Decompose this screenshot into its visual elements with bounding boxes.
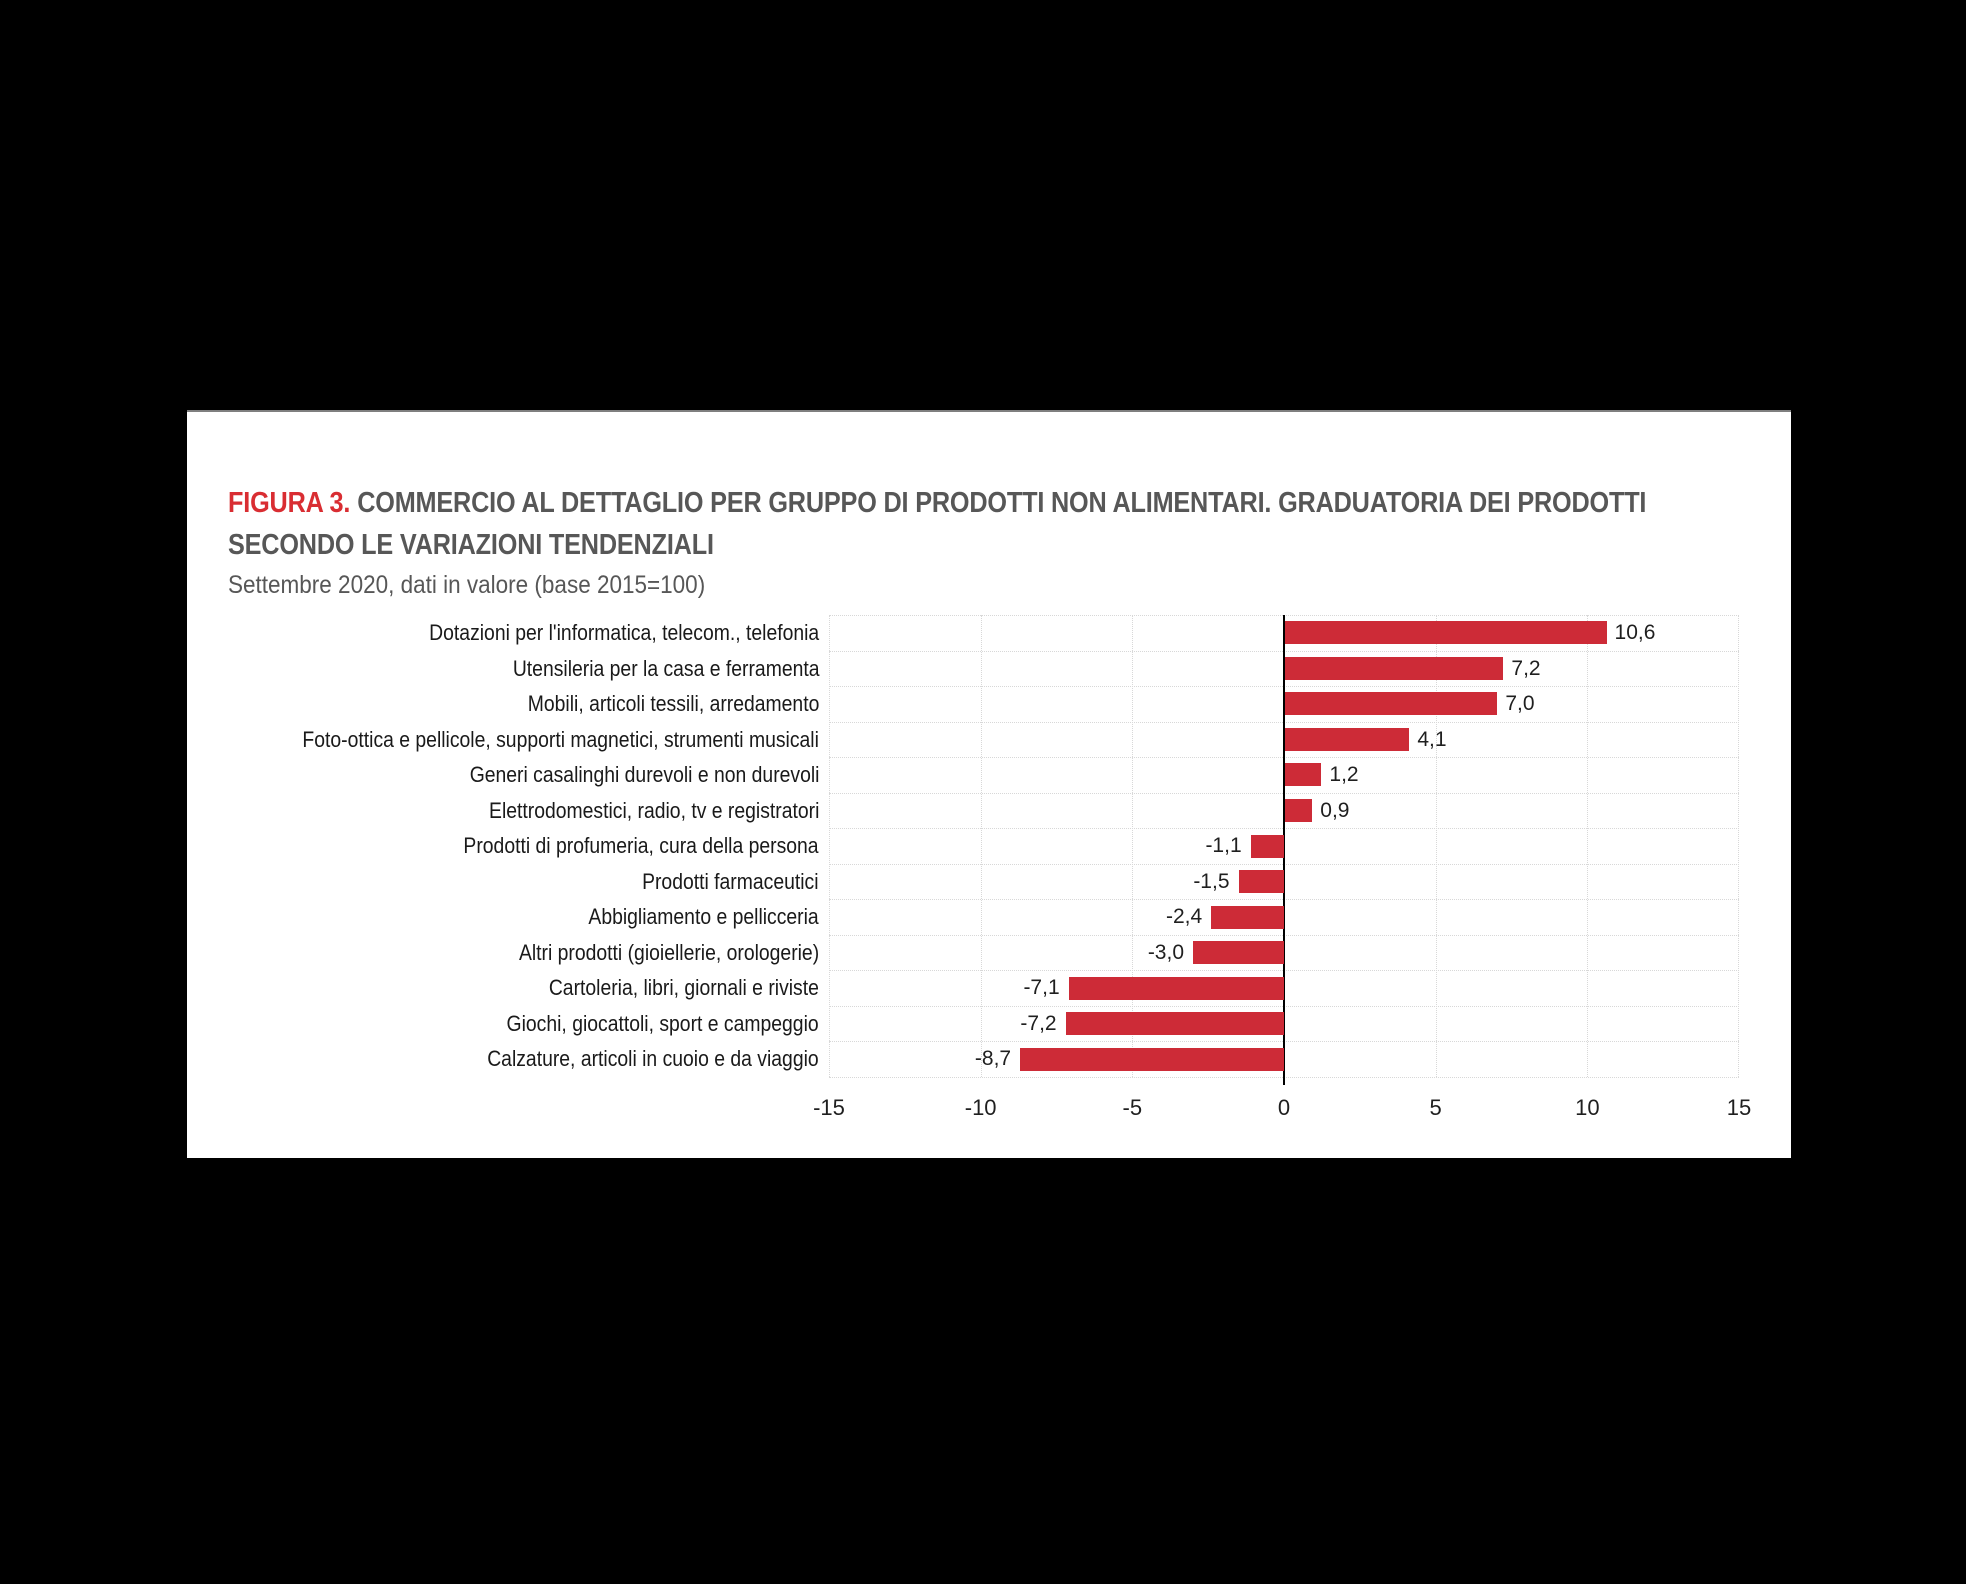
- plot-area: 10,6 7,2 7,0 4,1 1,2 0,9 -1,1 -1,5 -2,4 -3,0 -7,1 -…: [829, 615, 1739, 1085]
- category-label: Elettrodomestici, radio, tv e registrato…: [488, 797, 819, 823]
- bar: [1068, 976, 1284, 1000]
- figure-title: COMMERCIO AL DETTAGLIO PER GRUPPO DI PRO…: [228, 487, 1647, 561]
- gridline-vertical: [1132, 615, 1134, 1077]
- category-label: Abbigliamento e pellicceria: [588, 904, 819, 930]
- bar: [1285, 621, 1607, 645]
- value-label: 1,2: [1329, 763, 1359, 787]
- figure-label: FIGURA 3.: [228, 487, 351, 519]
- category-label: Altri prodotti (gioiellerie, orologerie): [518, 939, 819, 965]
- x-axis-tick-label: -15: [813, 1095, 845, 1120]
- category-label: Prodotti di profumeria, cura della perso…: [463, 833, 819, 859]
- value-label: -1,5: [1193, 869, 1230, 893]
- bar: [1285, 798, 1313, 822]
- zero-axis-line: [1283, 615, 1285, 1085]
- value-label: 0,9: [1320, 798, 1350, 822]
- bar: [1285, 763, 1322, 787]
- value-label: 7,2: [1511, 656, 1541, 680]
- category-label: Giochi, giocattoli, sport e campeggio: [506, 1010, 819, 1036]
- figure-heading: FIGURA 3. COMMERCIO AL DETTAGLIO PER GRUP…: [228, 482, 1918, 602]
- value-label: -1,1: [1205, 834, 1242, 858]
- x-axis-tick-label: 0: [1277, 1095, 1291, 1120]
- value-label: -2,4: [1166, 905, 1203, 929]
- bar-chart: 10,6 7,2 7,0 4,1 1,2 0,9 -1,1 -1,5 -2,4 -3,0 -7,1 -…: [187, 615, 1751, 1135]
- x-axis-tick-label: 10: [1575, 1095, 1600, 1120]
- gridline-vertical: [1435, 615, 1437, 1077]
- category-label: Generi casalinghi durevoli e non durevol…: [469, 762, 819, 788]
- bar: [1193, 941, 1284, 965]
- x-axis-tick-label: 5: [1429, 1095, 1442, 1120]
- gridline-vertical: [829, 615, 830, 1077]
- category-label: Foto-ottica e pellicole, supporti magnet…: [302, 726, 819, 752]
- bar: [1285, 727, 1410, 751]
- value-label: 7,0: [1505, 692, 1535, 716]
- value-label: 4,1: [1417, 727, 1447, 751]
- chart-panel: FIGURA 3. COMMERCIO AL DETTAGLIO PER GRUP…: [187, 410, 1791, 1158]
- x-axis-tick-label: -5: [1122, 1095, 1143, 1120]
- figure-subtitle: Settembre 2020, dati in valore (base 201…: [228, 571, 706, 599]
- x-axis-tick-label: 15: [1726, 1095, 1752, 1120]
- bar: [1285, 656, 1504, 680]
- category-label: Dotazioni per l'informatica, telecom., t…: [428, 620, 819, 645]
- bar: [1250, 834, 1284, 858]
- category-label: Cartoleria, libri, giornali e riviste: [548, 975, 819, 1001]
- x-axis-tick-label: -10: [964, 1095, 997, 1120]
- value-label: -3,0: [1147, 940, 1184, 964]
- value-label: -8,7: [974, 1047, 1012, 1071]
- bar: [1211, 905, 1284, 929]
- gridline-vertical: [980, 615, 982, 1077]
- figure-title-line: FIGURA 3. COMMERCIO AL DETTAGLIO PER GRUP…: [228, 482, 1698, 566]
- category-label: Calzature, articoli in cuoio e da viaggi…: [487, 1046, 819, 1072]
- bar: [1065, 1012, 1284, 1036]
- value-label: 10,6: [1614, 621, 1656, 644]
- bar: [1020, 1047, 1284, 1071]
- gridline-vertical: [1587, 615, 1589, 1077]
- bar: [1238, 870, 1284, 894]
- category-label: Prodotti farmaceutici: [642, 868, 819, 894]
- value-label: -7,2: [1020, 1011, 1057, 1035]
- category-label: Utensileria per la casa e ferramenta: [512, 655, 819, 681]
- value-label: -7,1: [1023, 976, 1060, 1000]
- bar: [1285, 692, 1498, 716]
- gridline-vertical: [1738, 615, 1739, 1077]
- category-label: Mobili, articoli tessili, arredamento: [527, 691, 819, 717]
